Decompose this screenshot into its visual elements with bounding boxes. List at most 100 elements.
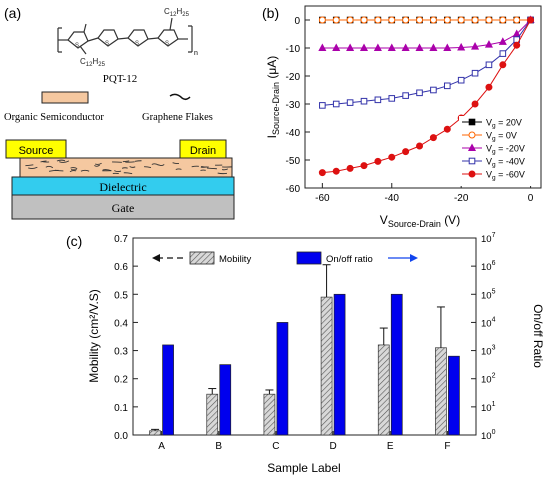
bar-x-tick-label: E [387, 441, 394, 452]
thiophene-s-1: S [75, 43, 79, 49]
bar-series [149, 264, 460, 436]
iv-data-point [457, 76, 465, 84]
mobility-bar [206, 393, 219, 436]
bar-y-right-tick-label: 107 [481, 232, 496, 245]
pqt12-structure [57, 17, 193, 55]
iv-data-point [499, 16, 507, 24]
polymer-name: PQT-12 [103, 73, 137, 85]
iv-data-point [430, 86, 437, 94]
iv-data-point [401, 43, 410, 51]
bar-y-right-tick-label: 105 [481, 288, 496, 301]
iv-data-point [360, 16, 368, 24]
legend-mobility-label: Mobility [219, 254, 251, 265]
graphene-flake [221, 168, 229, 171]
iv-data-point [319, 102, 326, 109]
graphene-flake [94, 162, 102, 165]
iv-data-point [318, 16, 326, 24]
iv-legend-label: Vg = 20V [486, 118, 522, 130]
iv-data-point [416, 142, 424, 150]
bar-y-right-tick-label: 104 [481, 316, 496, 329]
graphene-flake [134, 160, 142, 162]
iv-x-tick-label: 0 [528, 193, 534, 204]
iv-y-tick-label: -20 [286, 72, 301, 83]
bar-y-left-tick-label: 0.7 [114, 234, 128, 245]
iv-series-line [322, 19, 531, 49]
onoff-bar [333, 293, 346, 436]
bar-y-right-title: On/off Ratio [531, 304, 545, 368]
iv-data-point [318, 43, 327, 51]
iv-data-point [360, 97, 368, 105]
mobility-bar [149, 430, 161, 436]
legend-left-arrow-icon [152, 254, 160, 262]
graphene-flake [191, 165, 199, 168]
bar-y-left-title: Mobility (cm²/V.S) [87, 289, 101, 383]
graphene-flake [40, 160, 47, 163]
mobility-bar [263, 393, 276, 436]
legend-onoff-swatch [296, 251, 322, 265]
bar-y-left-tick-label: 0.6 [114, 262, 128, 273]
iv-data-point [346, 164, 354, 172]
iv-data-point [373, 43, 382, 51]
panel-a-label: (a) [4, 5, 21, 21]
graphene-flake [201, 165, 209, 168]
iv-data-point [388, 95, 396, 102]
iv-data-point [332, 100, 340, 108]
bar-x-tick-label: B [215, 441, 222, 452]
iv-legend-marker [467, 143, 477, 151]
bar-y-left-tick-label: 0.2 [114, 375, 128, 386]
panel-b-label: (b) [262, 5, 279, 21]
graphene-flake [175, 168, 182, 170]
iv-data-point [443, 125, 451, 133]
iv-data-point [457, 42, 466, 51]
iv-data-point [387, 43, 396, 51]
panel-a: (a) S S S S C12H25 C12H25 n PQT-12 [4, 5, 235, 220]
mobility-bar [377, 344, 390, 436]
bar-plot-frame [132, 237, 477, 436]
graphene-flake [206, 167, 217, 170]
iv-data-point [374, 96, 382, 104]
iv-x-tick-label: -40 [385, 193, 400, 204]
mobility-bar [435, 347, 447, 436]
bar-y-right-tick-label: 103 [481, 345, 496, 358]
graphene-flake [217, 172, 228, 175]
onoff-bar [219, 364, 232, 436]
graphene-flake [151, 163, 159, 166]
iv-data-point [485, 61, 493, 69]
thiophene-s-3: S [135, 41, 139, 47]
iv-legend-label: Vg = -20V [486, 144, 525, 156]
iv-data-point [374, 16, 382, 24]
iv-data-point [471, 16, 479, 24]
graphene-flake [80, 169, 90, 172]
graphene-flake [121, 167, 128, 169]
substituent-bottom: C12H25 [80, 57, 106, 68]
iv-data-point [402, 92, 409, 99]
iv-data-point [402, 16, 410, 24]
iv-data-point [443, 16, 451, 24]
iv-legend-label: Vg = -40V [486, 157, 525, 169]
iv-data-point [499, 61, 507, 69]
thiophene-s-2: S [105, 41, 109, 47]
onoff-bar [448, 355, 460, 436]
iv-data-point [416, 16, 424, 24]
iv-axis-ticks: 0 -10 -20 -30 -40 -50 -60 -60 -40 -20 0 [286, 16, 534, 204]
bar-axis-ticks: 0.0 0.1 0.2 0.3 0.4 0.5 0.6 0.7 100 101 102 103 104 1… [114, 232, 495, 452]
graphene-flake [25, 164, 34, 167]
graphene-flakes-label: Graphene Flakes [142, 112, 213, 123]
iv-data-point [332, 43, 341, 51]
graphene-flake [56, 159, 66, 162]
substituent-top: C12H25 [164, 7, 190, 18]
iv-y-tick-label: -50 [286, 156, 301, 167]
iv-data-point [498, 37, 507, 45]
iv-data-point [332, 16, 340, 24]
iv-data-point [485, 16, 493, 24]
legend-onoff-label: On/off ratio [326, 254, 373, 265]
iv-legend-label: Vg = 0V [486, 131, 517, 143]
thiophene-s-4: S [165, 41, 169, 47]
iv-data-point [416, 89, 423, 97]
bar-y-left-tick-label: 0.5 [114, 290, 128, 301]
panel-b: (b) 0 -10 -20 -30 -40 -50 -60 -60 -40 -20 0 ISourc… [262, 5, 542, 229]
graphene-flake [28, 166, 38, 169]
bar-x-tick-label: C [272, 441, 279, 452]
